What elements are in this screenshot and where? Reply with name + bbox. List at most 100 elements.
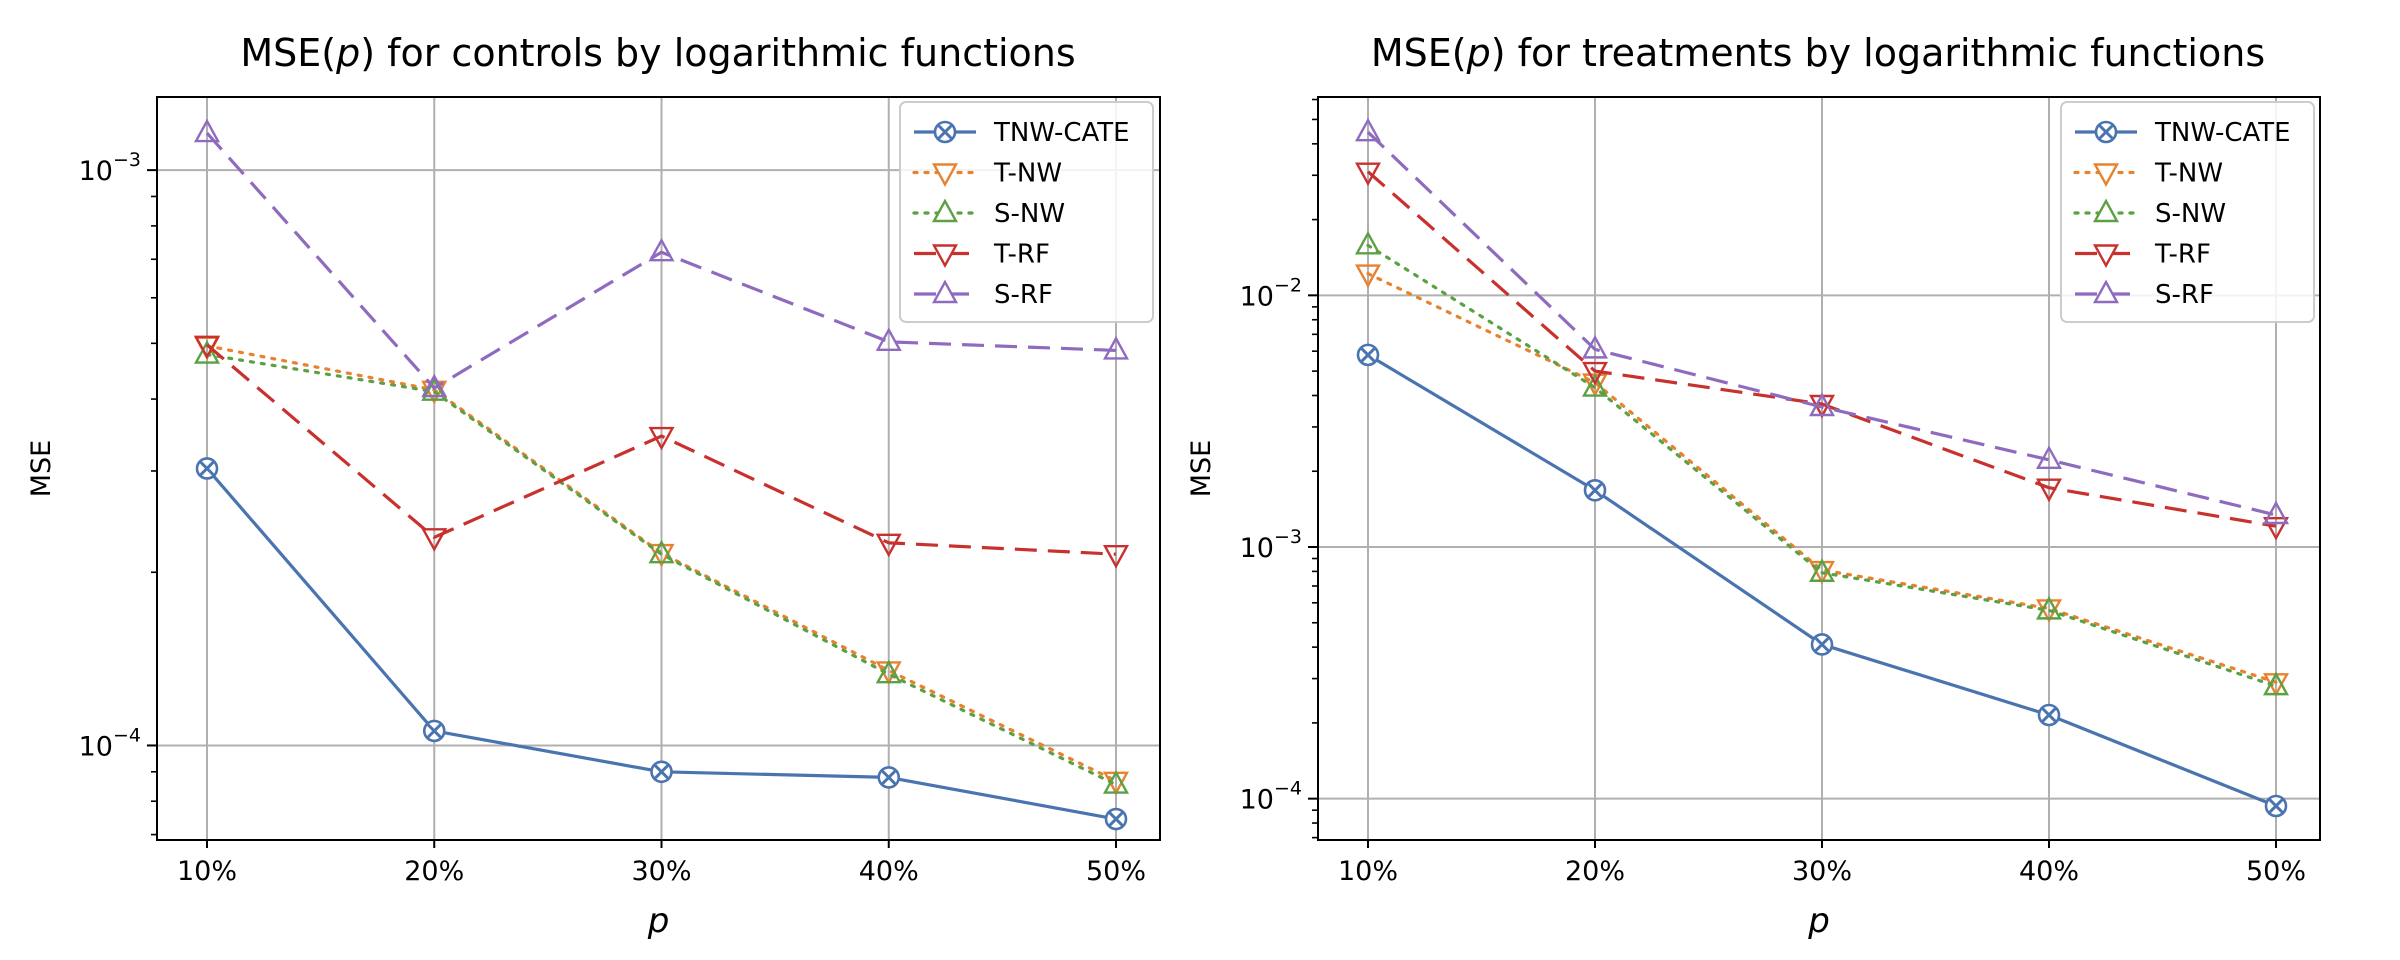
- data-point: [2262, 671, 2290, 696]
- data-point: [875, 533, 902, 558]
- data-point: [1102, 770, 1130, 794]
- y-tick-label: 10−3: [1240, 526, 1302, 564]
- y-tick-label: 10−3: [79, 149, 141, 187]
- x-tick-label: 40%: [2019, 856, 2079, 887]
- chart-title-variable: p: [1466, 31, 1491, 75]
- data-point: [2262, 500, 2290, 525]
- legend-box: [2060, 101, 2315, 323]
- data-point-cross: [1361, 347, 1375, 362]
- data-point: [1354, 117, 1382, 142]
- legend-label: S-NW: [994, 199, 1065, 229]
- legend: TNW-CATE T-NW S-NW T-RF S-RF: [2060, 101, 2315, 323]
- series-s-rf: [193, 118, 1130, 398]
- series-t-rf: [1354, 162, 2290, 541]
- series-line: [205, 344, 1118, 783]
- data-point: [1581, 361, 1609, 386]
- legend-marker-cross: [2099, 125, 2113, 139]
- series-line: [205, 131, 1117, 390]
- chart-title: MSE(p) for treatments by logarithmic fun…: [1371, 31, 2265, 75]
- data-point: [193, 118, 221, 143]
- data-point: [1808, 392, 1836, 417]
- data-point: [2035, 595, 2063, 620]
- data-point: [2035, 478, 2063, 503]
- axes-frame: [1317, 96, 2321, 841]
- data-point: [1581, 373, 1609, 397]
- y-tick-exponent: −2: [1274, 274, 1302, 296]
- data-point-cross: [1588, 483, 1602, 498]
- data-point: [1354, 264, 1382, 289]
- y-tick-exponent: −3: [113, 149, 141, 171]
- data-point: [1808, 558, 1836, 582]
- x-tick-label: 30%: [1792, 856, 1852, 887]
- y-tick-exponent: −4: [1274, 778, 1302, 800]
- legend-label: T-RF: [2154, 240, 2211, 270]
- legend-marker: [931, 279, 959, 304]
- legend-label: T-NW: [2154, 159, 2223, 189]
- y-tick-base: 10: [1240, 281, 1274, 312]
- legend-box: [899, 101, 1154, 323]
- data-point-cross: [427, 723, 442, 738]
- y-tick-base: 10: [79, 156, 113, 187]
- series-s-nw: [1354, 230, 2290, 696]
- x-tick-label: 50%: [1086, 856, 1146, 887]
- x-tick-label: 10%: [1338, 856, 1398, 887]
- data-point-cross: [1815, 637, 1829, 652]
- data-point: [648, 543, 675, 568]
- data-point: [193, 335, 221, 360]
- legend: TNW-CATE T-NW S-NW T-RF S-RF: [899, 101, 1154, 323]
- data-point: [2262, 516, 2290, 541]
- y-tick-exponent: −4: [113, 724, 141, 746]
- legend-marker: [2092, 163, 2120, 187]
- series-line: [1366, 131, 2277, 517]
- data-point: [1354, 230, 1382, 255]
- data-point: [648, 426, 675, 451]
- legend-label: S-NW: [2155, 199, 2226, 229]
- y-tick-label: 10−4: [79, 724, 141, 762]
- data-point-cross: [1109, 812, 1123, 827]
- series-line: [205, 343, 1117, 556]
- data-point: [648, 237, 675, 262]
- y-tick-label: 10−4: [1240, 778, 1302, 816]
- x-tick-label: 10%: [177, 856, 237, 887]
- data-point: [1354, 162, 1382, 187]
- data-point: [2035, 445, 2063, 470]
- data-point: [421, 528, 448, 552]
- y-tick-label: 10−2: [1240, 274, 1302, 312]
- chart-title-prefix: MSE(: [240, 31, 336, 75]
- chart-title-prefix: MSE(: [1371, 31, 1467, 75]
- data-point: [875, 659, 902, 684]
- chart-title-variable: p: [335, 31, 360, 75]
- legend-label: T-RF: [993, 240, 1050, 270]
- chart-title: MSE(p) for controls by logarithmic funct…: [240, 31, 1075, 75]
- data-point: [1102, 335, 1130, 360]
- series-s-rf: [1354, 117, 2290, 525]
- data-point: [193, 340, 221, 364]
- y-tick-base: 10: [1240, 785, 1274, 816]
- series-line: [205, 352, 1118, 787]
- x-tick-label: 50%: [2246, 856, 2306, 887]
- x-axis-label: p: [1807, 901, 1830, 941]
- data-point: [648, 539, 675, 564]
- x-tick-label: 30%: [631, 856, 691, 887]
- legend-marker: [2092, 279, 2120, 304]
- data-point: [1581, 334, 1609, 359]
- x-axis-label: p: [647, 901, 670, 941]
- legend-label: T-NW: [993, 159, 1062, 189]
- legend-marker: [2092, 198, 2120, 223]
- data-point-cross: [2042, 707, 2056, 722]
- data-point: [421, 373, 448, 398]
- y-tick-exponent: −3: [1274, 526, 1302, 548]
- x-tick-label: 40%: [859, 856, 919, 887]
- x-tick-label: 20%: [1565, 856, 1625, 887]
- legend-label: TNW-CATE: [993, 118, 1130, 148]
- legend-label: TNW-CATE: [2154, 118, 2291, 148]
- legend-label: S-RF: [994, 280, 1053, 310]
- series-s-nw: [193, 340, 1130, 794]
- y-axis-label: MSE: [26, 440, 57, 498]
- y-axis-label: MSE: [1186, 440, 1217, 498]
- legend-marker: [931, 244, 959, 268]
- series-tnw-cate: [1356, 343, 2288, 818]
- chart-title-suffix: ) for treatments by logarithmic function…: [1491, 31, 2265, 75]
